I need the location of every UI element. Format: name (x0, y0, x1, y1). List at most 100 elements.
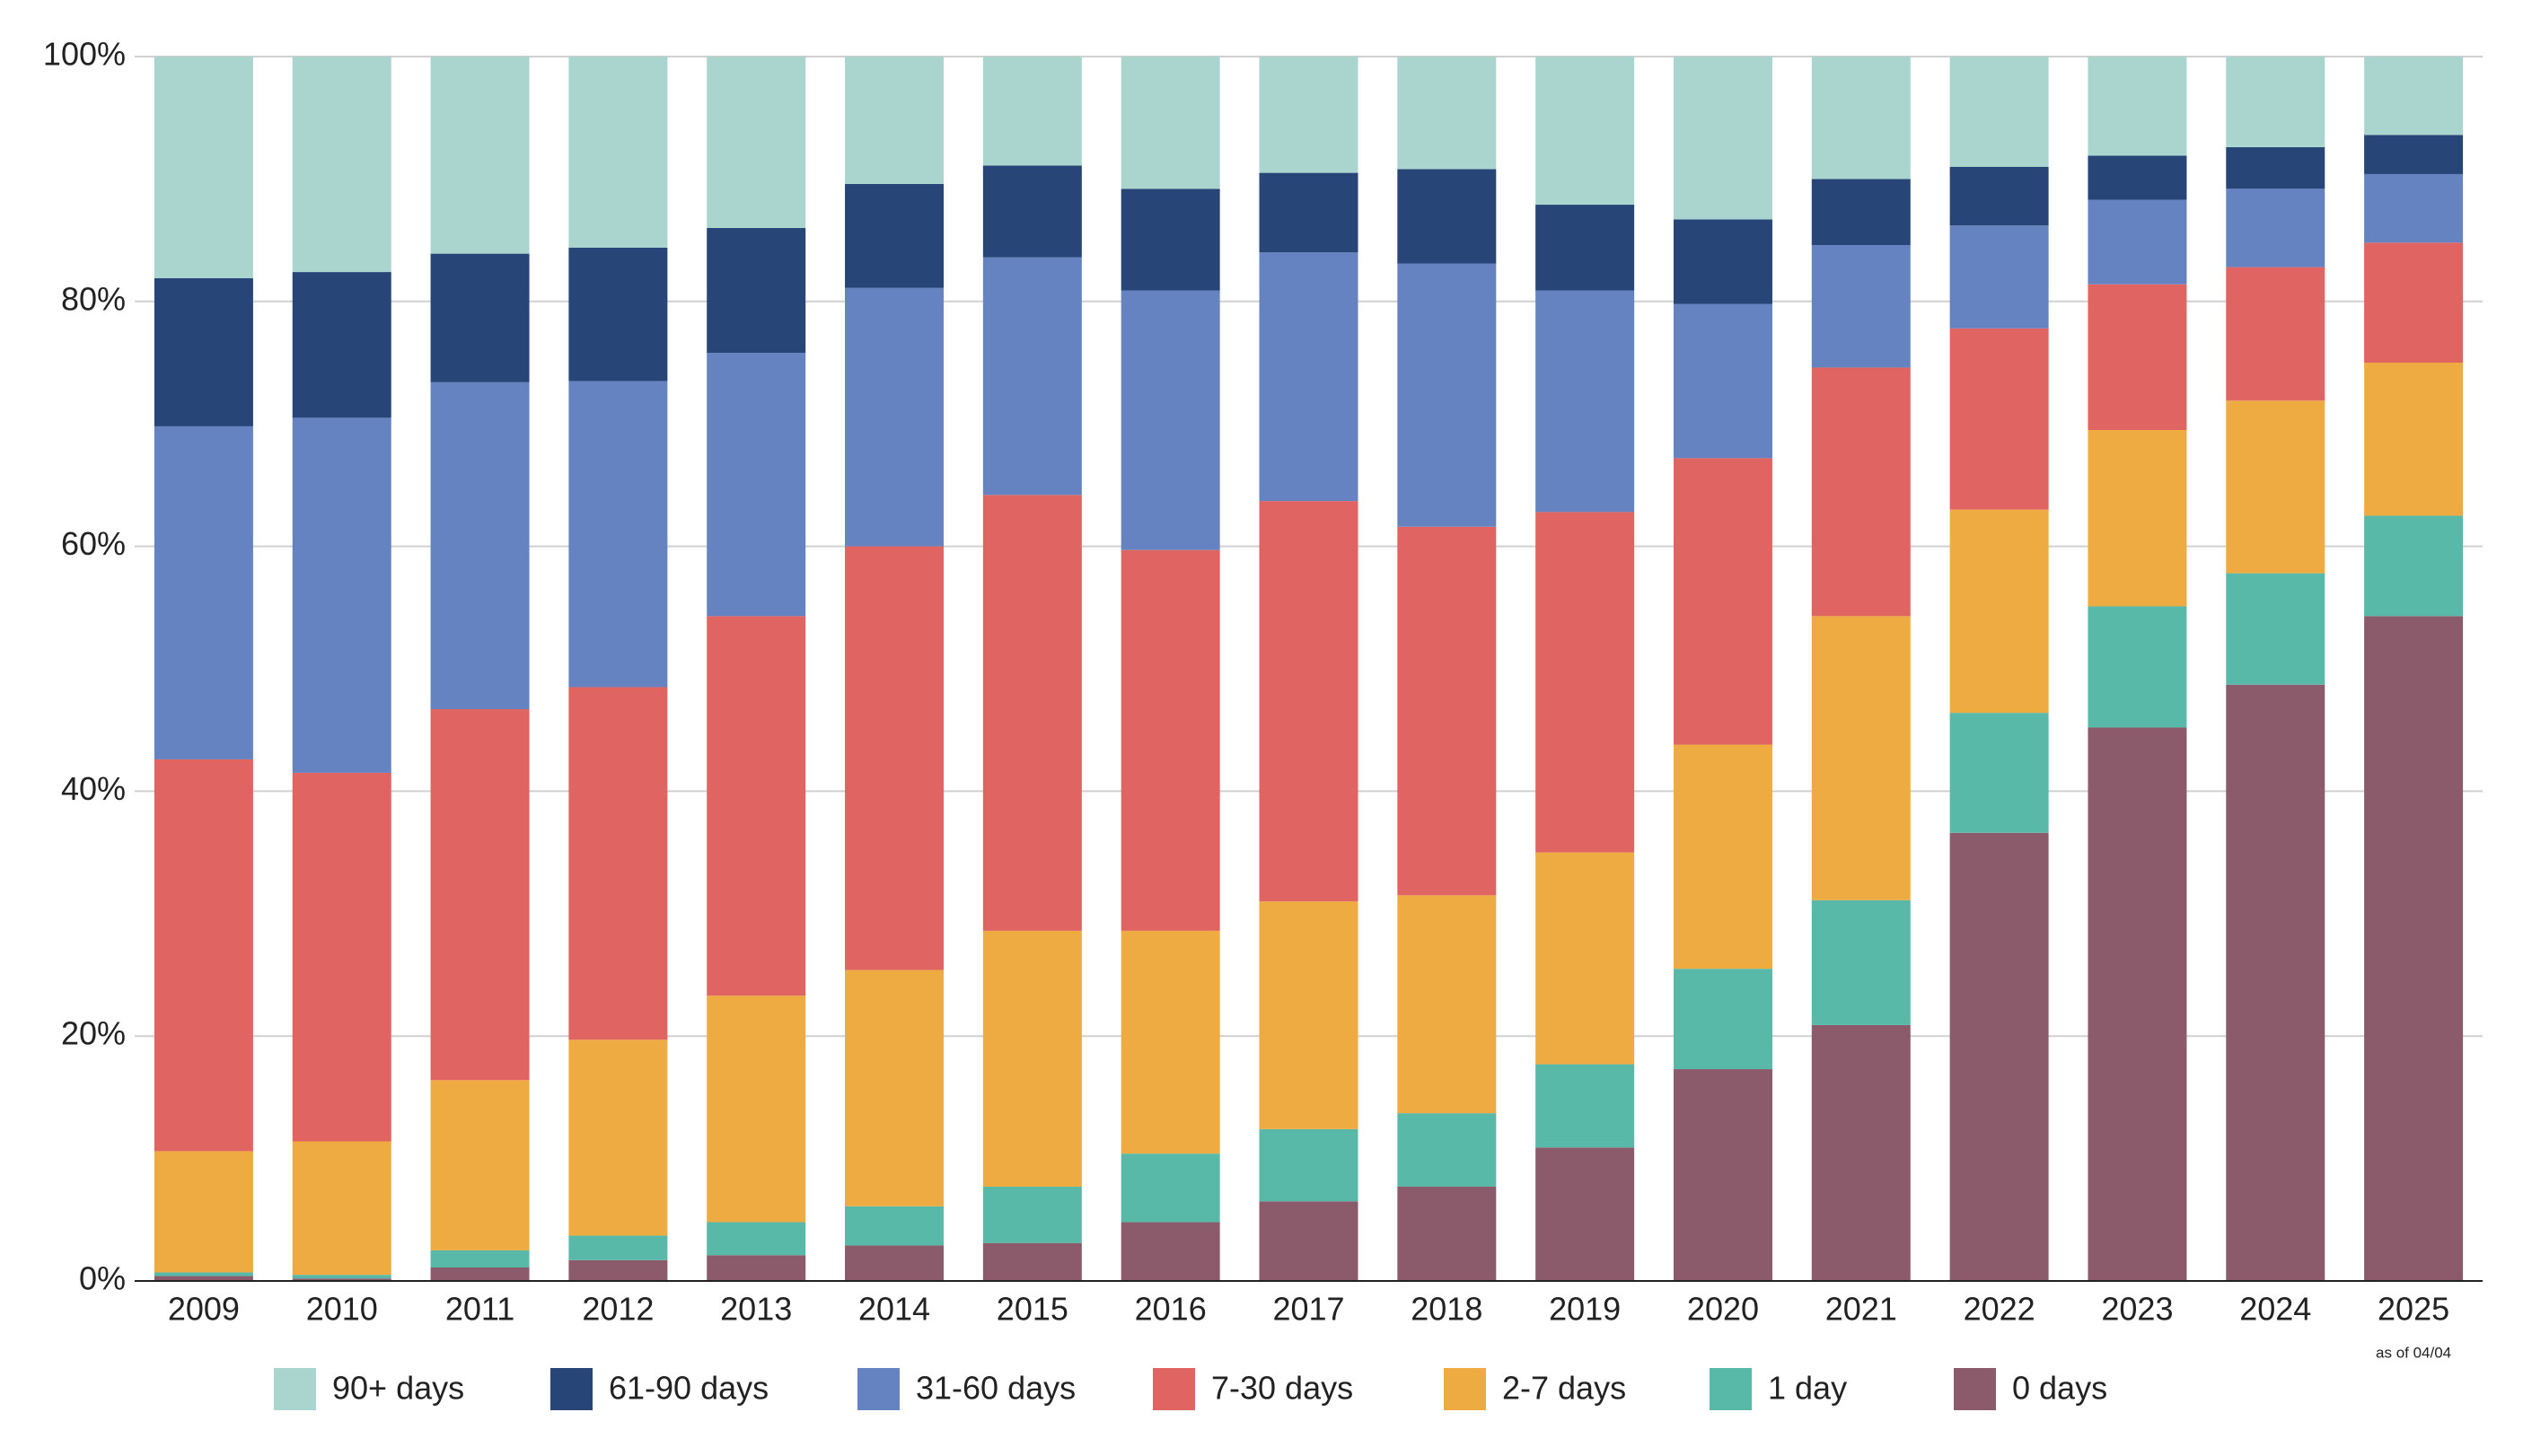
bar-segment (430, 1080, 530, 1250)
bar-segment (2088, 430, 2187, 607)
bar-segment (1535, 1147, 1635, 1281)
bar-segment (2364, 363, 2464, 516)
bar-segment (1535, 852, 1635, 1065)
bar-segment (982, 495, 1082, 931)
bar-segment (1397, 895, 1497, 1114)
bar-segment (707, 1255, 806, 1281)
bar-segment (1811, 899, 1911, 1025)
bar-segment (568, 1039, 668, 1236)
bar-segment (1673, 57, 1772, 220)
bar-segment (1811, 57, 1911, 180)
bar-segment (1259, 1128, 1358, 1202)
bar-segment (1949, 328, 2049, 510)
bar-segment (430, 57, 530, 254)
bar-segment (2226, 573, 2325, 685)
y-tick-label: 0% (79, 1260, 126, 1297)
y-tick-label: 20% (61, 1015, 126, 1052)
legend-label: 1 day (1768, 1370, 1847, 1407)
bar-segment (982, 930, 1082, 1187)
bar-segment (2226, 684, 2325, 1281)
bar-segment (1811, 1024, 1911, 1281)
bar-segment (2226, 146, 2325, 189)
bar-segment (1535, 512, 1635, 853)
legend-swatch (1954, 1368, 1996, 1410)
x-tick-label: 2012 (582, 1291, 654, 1328)
bar-segment (292, 272, 391, 418)
bar-segment (1949, 166, 2049, 226)
bar-segment (982, 257, 1082, 496)
bar-segment (1259, 252, 1358, 502)
bar-segment (982, 57, 1082, 166)
bar-segment (845, 1245, 945, 1281)
bar-segment (2226, 267, 2325, 401)
bar-segment (2088, 606, 2187, 728)
bar-segment (568, 381, 668, 688)
bar-segment (1397, 263, 1497, 527)
x-tick-label: 2016 (1135, 1291, 1207, 1328)
bar-segment (154, 277, 253, 426)
bar-segment (845, 287, 945, 547)
bar-segment (292, 1275, 391, 1279)
x-tick-label: 2019 (1549, 1291, 1621, 1328)
bar-segment (1397, 169, 1497, 264)
bar-segment (1397, 1186, 1497, 1281)
bar-segment (2088, 727, 2187, 1281)
legend-label: 31-60 days (916, 1370, 1076, 1407)
bar-segment (1259, 172, 1358, 253)
bar-segment (2364, 135, 2464, 174)
bar-segment (982, 1186, 1082, 1243)
x-tick-label: 2013 (720, 1291, 792, 1328)
bar-segment (292, 417, 391, 773)
bar-segment (845, 546, 945, 970)
x-tick-label: 2010 (306, 1291, 378, 1328)
bar-segment (845, 969, 945, 1206)
bar-segment (2088, 57, 2187, 156)
bar-segment (292, 772, 391, 1142)
bar-segment (568, 687, 668, 1040)
bar-segment (1121, 930, 1220, 1154)
legend-label: 7-30 days (1211, 1370, 1353, 1407)
legend-swatch (1444, 1368, 1486, 1410)
bar-segment (2088, 284, 2187, 431)
bar-segment (1811, 179, 1911, 246)
legend-swatch (1710, 1368, 1752, 1410)
y-tick-label: 80% (61, 280, 126, 317)
bar-segment (1949, 225, 2049, 329)
bar-segment (1535, 205, 1635, 291)
bar-segment (292, 57, 391, 273)
bar-segment (292, 1278, 391, 1281)
bar-segment (568, 57, 668, 248)
bar-segment (154, 1272, 253, 1276)
bar-segment (2226, 57, 2325, 147)
bar-segment (1397, 526, 1497, 896)
x-tick-label: 2024 (2239, 1291, 2311, 1328)
annotation: as of 04/04 (2376, 1344, 2451, 1361)
bar-segment (707, 616, 806, 996)
x-tick-label: 2015 (997, 1291, 1068, 1328)
bar-segment (430, 1250, 530, 1267)
x-tick-label: 2017 (1272, 1291, 1344, 1328)
bar-segment (430, 1267, 530, 1281)
bar-segment (1949, 832, 2049, 1281)
bar-segment (2088, 199, 2187, 285)
bar-segment (982, 1242, 1082, 1281)
bar-segment (707, 1222, 806, 1256)
bar-segment (1259, 57, 1358, 173)
bar-segment (1535, 1064, 1635, 1148)
x-tick-label: 2022 (1964, 1291, 2035, 1328)
bar-segment (1535, 57, 1635, 206)
bar-segment (1259, 501, 1358, 902)
bar-segment (2226, 400, 2325, 574)
bar-segment (430, 709, 530, 1081)
bar-segment (1673, 744, 1772, 969)
bar-segment (1811, 367, 1911, 617)
legend-swatch (550, 1368, 593, 1410)
legend-swatch (1153, 1368, 1195, 1410)
bar-segment (1949, 509, 2049, 714)
bar-segment (1673, 219, 1772, 304)
bar-segment (292, 1141, 391, 1276)
bar-segment (845, 1206, 945, 1246)
bar-segment (1397, 57, 1497, 170)
bar-segment (2364, 57, 2464, 136)
legend-swatch (857, 1368, 900, 1410)
